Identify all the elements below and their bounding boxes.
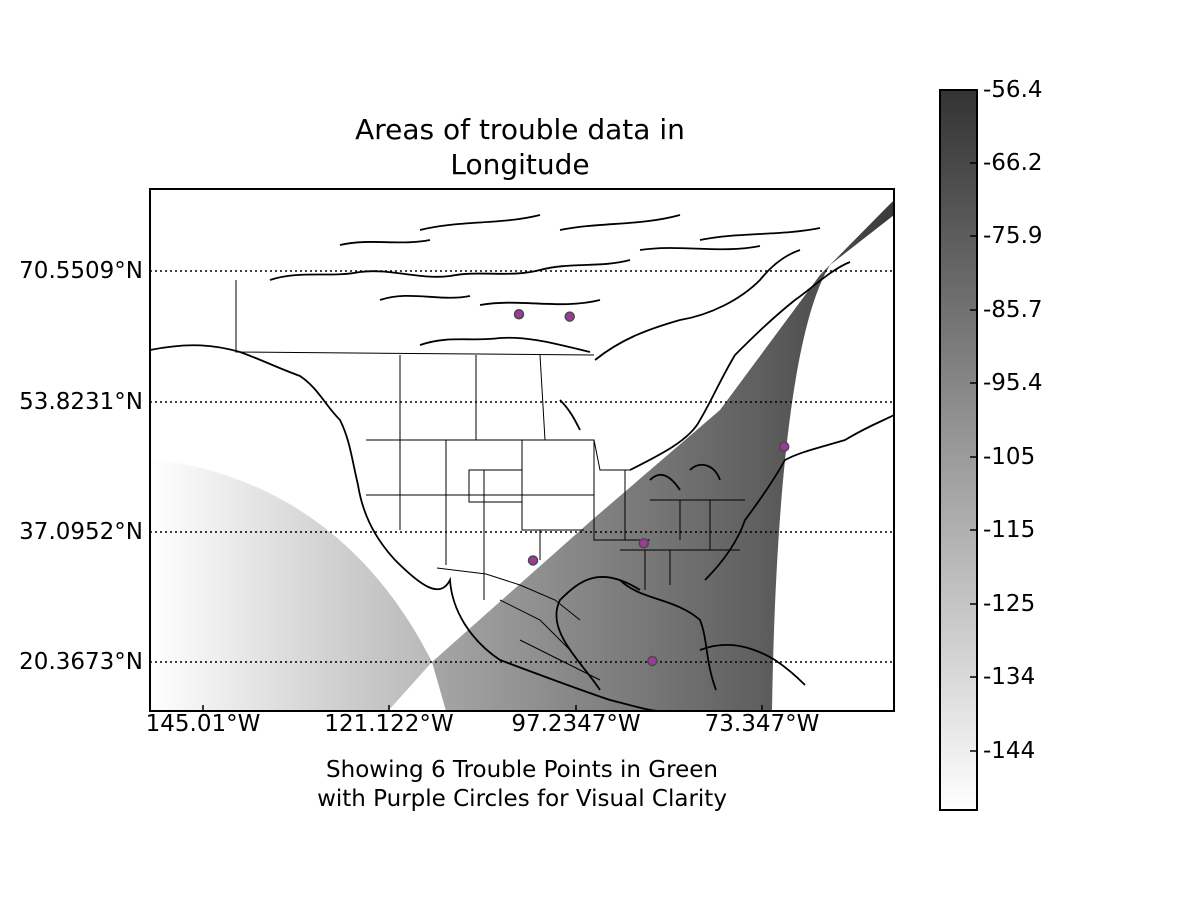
trouble-point-2 (564, 311, 575, 322)
lon-label-3: 97.2347°W (511, 711, 641, 737)
colorbar-label-7: -115 (983, 517, 1036, 543)
colorbar-label-6: -105 (983, 444, 1036, 470)
lon-label-1: 145.01°W (145, 711, 261, 737)
map-frame (149, 188, 895, 712)
data-field-left (150, 459, 432, 711)
trouble-point-4 (638, 538, 650, 549)
trouble-point-3 (778, 441, 790, 452)
chart-title: Areas of trouble data in Longitude (300, 112, 740, 182)
lat-label-4: 20.3673°N (19, 649, 143, 675)
colorbar-label-5: -95.4 (983, 370, 1043, 396)
data-field-band (432, 200, 894, 711)
trouble-point-6 (647, 655, 658, 667)
lon-label-2: 121.122°W (324, 711, 454, 737)
trouble-point-1 (513, 308, 525, 320)
colorbar-label-2: -66.2 (983, 150, 1043, 176)
map-caption-line-1: Showing 6 Trouble Points in Green (326, 757, 718, 783)
chart-title-line-2: Longitude (450, 148, 590, 181)
political-borders (235, 280, 745, 681)
map-caption: Showing 6 Trouble Points in Green with P… (250, 756, 794, 814)
colorbar-label-4: -85.7 (983, 297, 1043, 323)
lat-label-1: 70.5509°N (19, 258, 143, 284)
trouble-point-5 (527, 555, 539, 566)
colorbar (939, 89, 978, 811)
lon-label-4: 73.347°W (704, 711, 820, 737)
colorbar-label-3: -75.9 (983, 223, 1043, 249)
coastlines (150, 214, 894, 711)
map-caption-line-2: with Purple Circles for Visual Clarity (317, 786, 727, 812)
colorbar-label-9: -134 (983, 664, 1036, 690)
lat-label-2: 53.8231°N (19, 389, 143, 415)
map-area (150, 200, 894, 711)
colorbar-label-10: -144 (983, 738, 1036, 764)
lat-label-3: 37.0952°N (19, 519, 143, 545)
colorbar-label-8: -125 (983, 591, 1036, 617)
chart-title-line-1: Areas of trouble data in (355, 113, 685, 146)
trouble-points (513, 308, 790, 667)
longitude-ticks (202, 705, 763, 711)
colorbar-ticks (970, 89, 977, 752)
colorbar-label-1: -56.4 (983, 77, 1043, 103)
latitude-gridlines (150, 270, 894, 663)
